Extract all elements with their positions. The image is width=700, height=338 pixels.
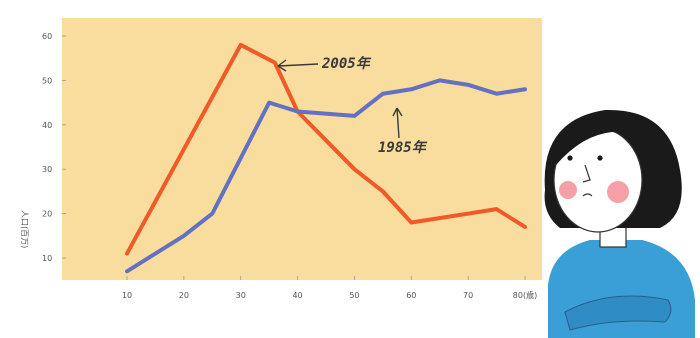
x-tick-label: 70 <box>463 291 473 300</box>
x-tick-label: 10 <box>122 291 132 300</box>
y-tick-label: 50 <box>42 76 52 85</box>
series-line-2005 <box>125 42 527 256</box>
arrow-2005-icon <box>277 59 319 72</box>
annotation-2005-label: 2005年 <box>321 55 372 72</box>
y-tick-labels: 10 20 30 40 50 60 <box>42 32 66 263</box>
series-line-1985 <box>125 78 527 274</box>
woman-illustration-icon <box>544 109 695 338</box>
y-tick-label: 40 <box>42 121 52 130</box>
annotation-1985: 1985年 <box>378 107 428 156</box>
x-tick-label: 60 <box>406 291 416 300</box>
annotation-2005: 2005年 <box>277 55 372 72</box>
x-tick-label: 40 <box>292 291 302 300</box>
y-tick-label: 20 <box>42 210 52 219</box>
plot-background <box>62 18 542 280</box>
x-tick-label: 20 <box>179 291 189 300</box>
y-tick-label: 10 <box>42 254 52 263</box>
annotation-1985-label: 1985年 <box>378 139 428 156</box>
y-tick-label: 60 <box>42 32 52 41</box>
y-axis-label: 人口(百万) <box>20 210 29 248</box>
x-tick-label: 30 <box>236 291 246 300</box>
x-tick-label: 80(歳) <box>513 290 537 300</box>
arrow-1985-icon <box>392 107 403 139</box>
y-tick-label: 30 <box>42 165 52 174</box>
series-lines <box>125 42 527 274</box>
x-tick-labels: 10 20 30 40 50 60 70 80(歳) <box>122 276 537 300</box>
x-tick-label: 50 <box>349 291 359 300</box>
